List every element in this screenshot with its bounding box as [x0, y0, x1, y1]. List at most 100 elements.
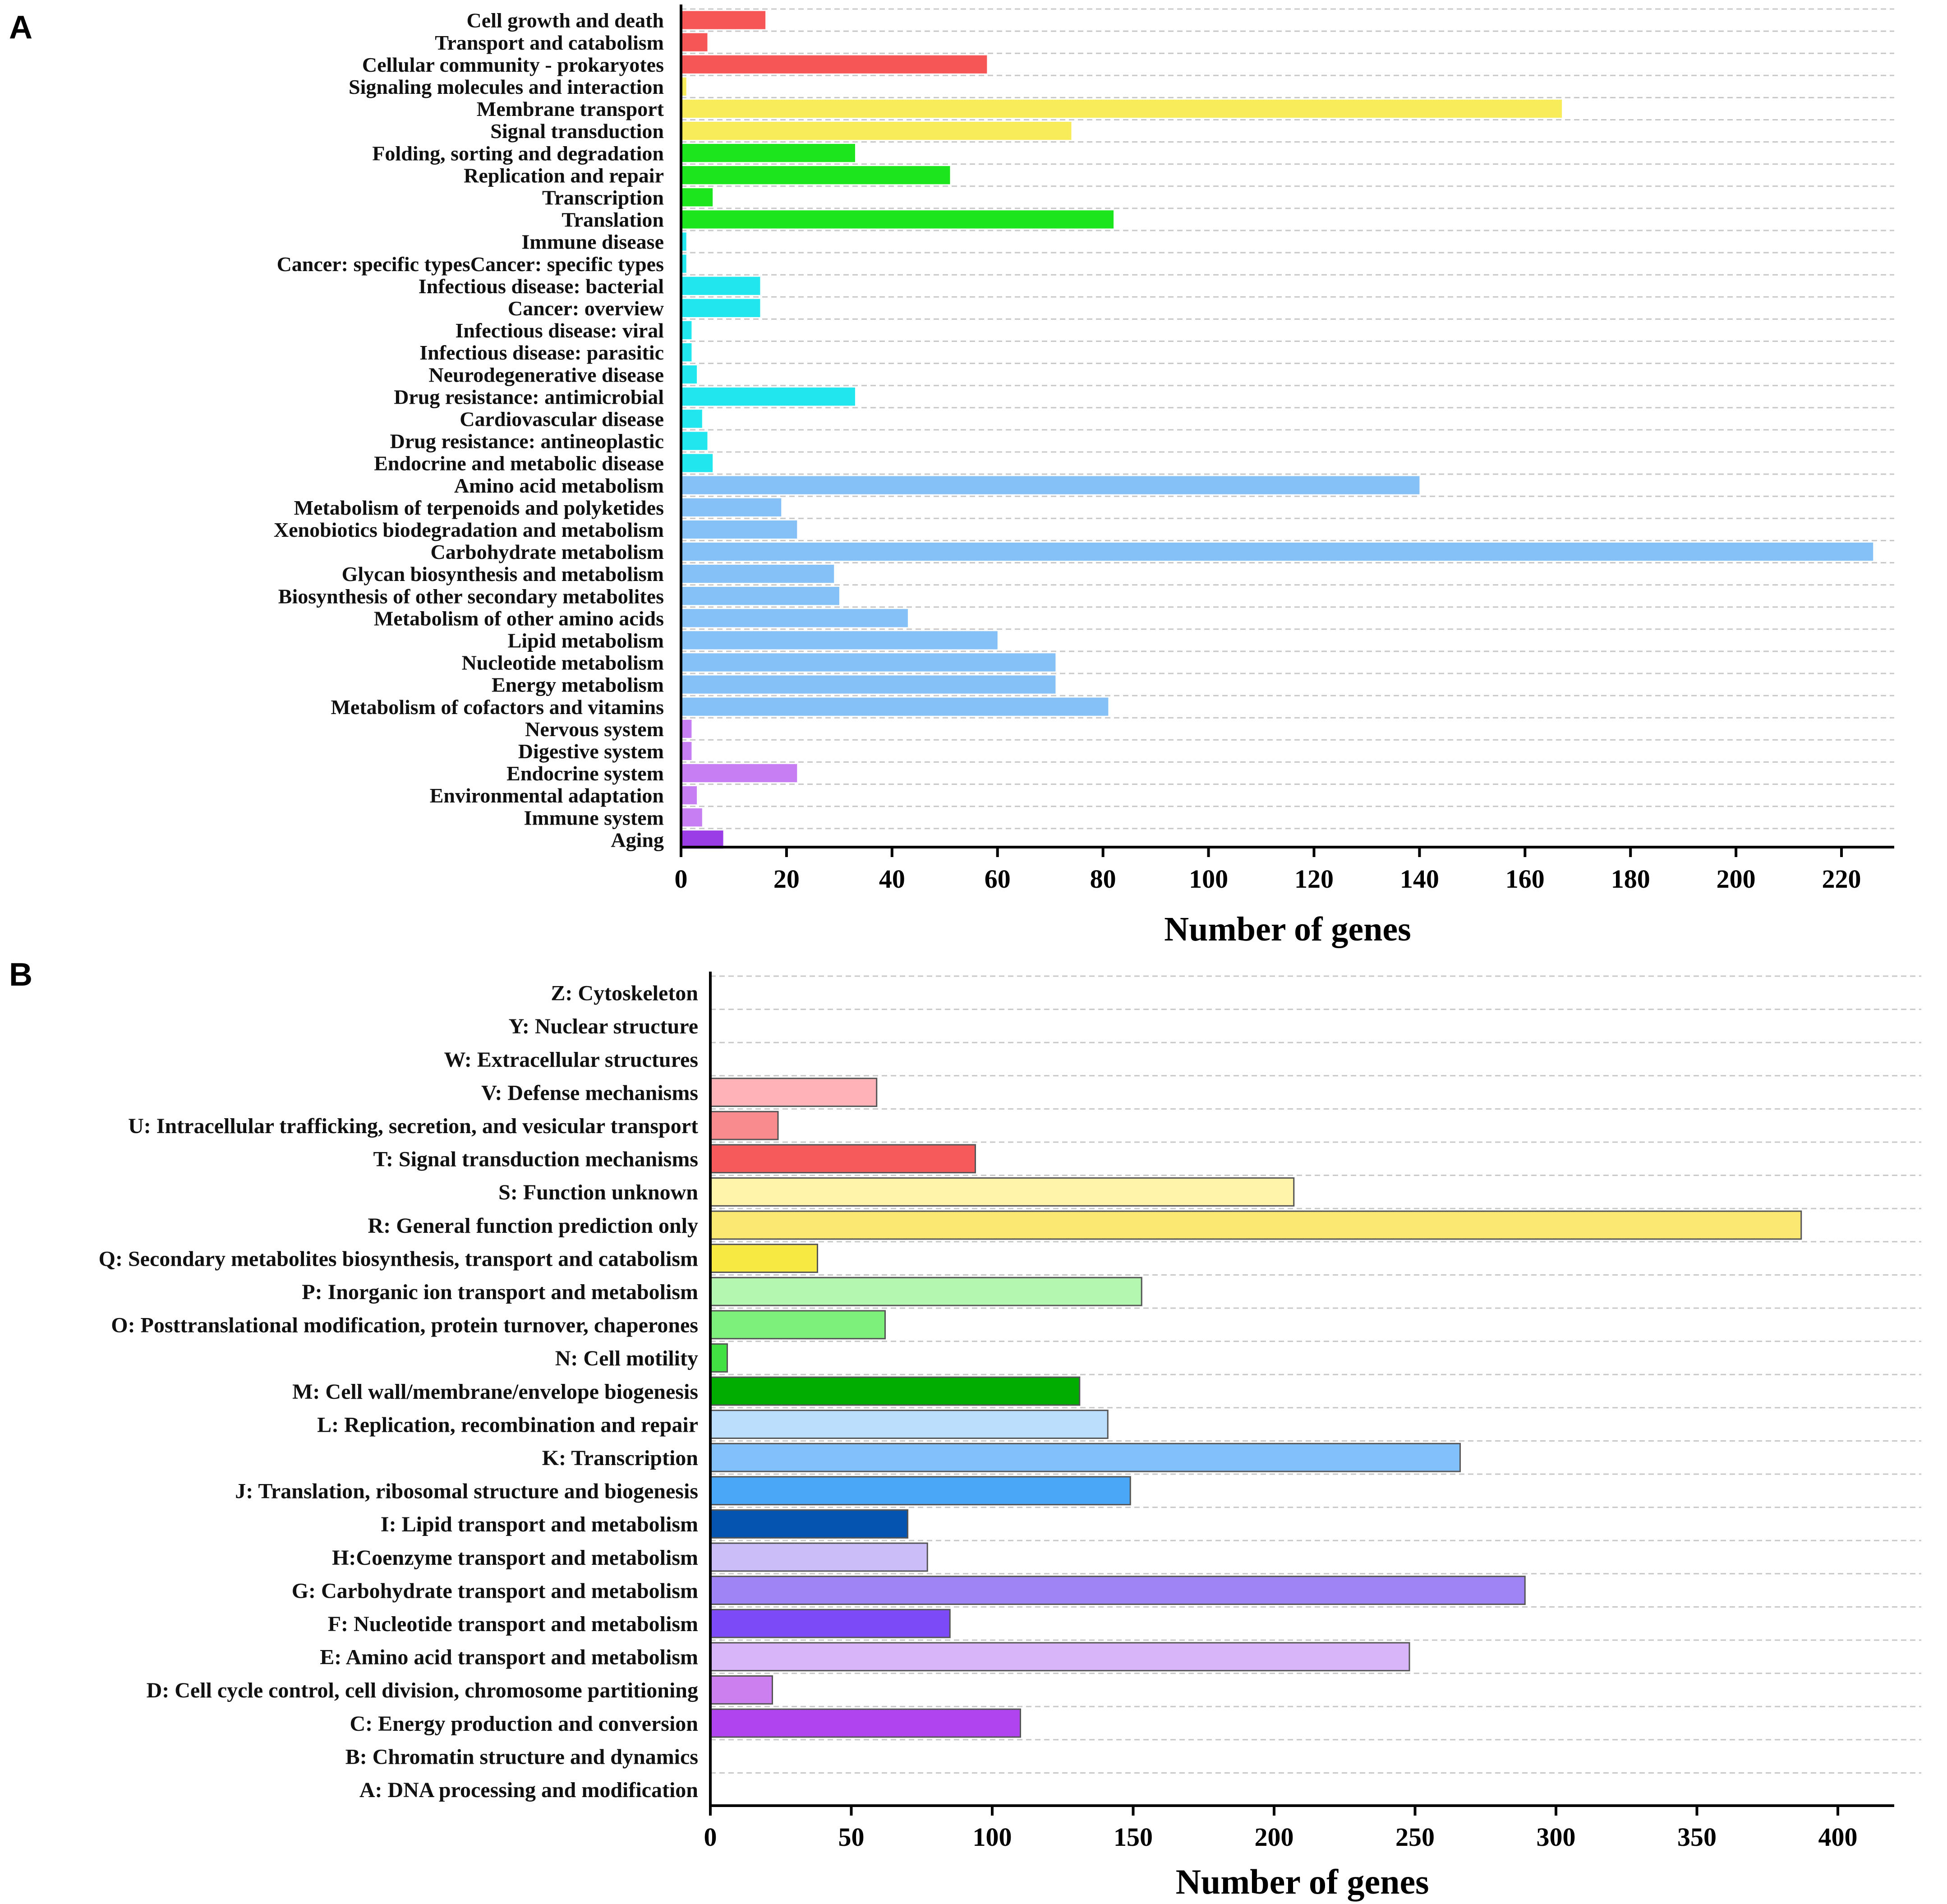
bar — [681, 675, 1056, 694]
category-label: Transport and catabolism — [435, 31, 664, 54]
category-label: Aging — [611, 828, 664, 851]
category-label: Digestive system — [518, 740, 664, 763]
category-label: Metabolism of cofactors and vitamins — [331, 696, 664, 719]
category-label: Energy metabolism — [492, 673, 664, 696]
bar — [681, 166, 950, 184]
x-tick-label: 250 — [1395, 1822, 1435, 1852]
bar — [681, 99, 1562, 118]
category-label: I: Lipid transport and metabolism — [381, 1512, 698, 1536]
category-label: Signaling molecules and interaction — [349, 75, 664, 98]
category-label: Q: Secondary metabolites biosynthesis, t… — [99, 1247, 698, 1271]
bar — [681, 121, 1072, 140]
bar — [681, 432, 708, 450]
category-label: Glycan biosynthesis and metabolism — [342, 562, 664, 585]
x-tick-label: 0 — [704, 1822, 717, 1852]
category-label: Biosynthesis of other secondary metaboli… — [278, 585, 664, 608]
category-label: Cardiovascular disease — [460, 407, 664, 430]
category-label: B: Chromatin structure and dynamics — [345, 1745, 698, 1769]
category-label: T: Signal transduction mechanisms — [373, 1148, 698, 1171]
bar — [681, 232, 686, 251]
category-label: Cellular community - prokaryotes — [362, 53, 664, 76]
bar — [681, 210, 1114, 229]
bar — [681, 188, 713, 207]
category-label: M: Cell wall/membrane/envelope biogenesi… — [292, 1380, 698, 1404]
bar — [681, 697, 1109, 716]
x-tick-label: 150 — [1114, 1822, 1153, 1852]
bar — [709, 1277, 1142, 1306]
category-label: Cancer: overview — [508, 297, 664, 320]
bar — [681, 609, 908, 627]
x-tick-label: 220 — [1822, 864, 1861, 894]
category-label: Nervous system — [525, 718, 664, 741]
x-tick-label: 20 — [773, 864, 800, 894]
category-label: Environmental adaptation — [430, 784, 664, 807]
category-label: E: Amino acid transport and metabolism — [320, 1646, 698, 1669]
bar — [681, 410, 702, 428]
category-label: Neurodegenerative disease — [428, 363, 664, 386]
bar — [709, 1078, 878, 1107]
bar — [681, 498, 782, 516]
bar — [681, 365, 697, 384]
category-label: Y: Nuclear structure — [509, 1014, 698, 1038]
x-tick-label: 180 — [1611, 864, 1650, 894]
x-tick-label: 60 — [985, 864, 1011, 894]
bar — [709, 1642, 1410, 1672]
bar — [709, 1410, 1109, 1439]
bar — [709, 1443, 1461, 1472]
x-tick-label: 200 — [1717, 864, 1756, 894]
bar — [681, 808, 702, 827]
category-label: Metabolism of terpenoids and polyketides — [294, 496, 664, 519]
category-label: O: Posttranslational modification, prote… — [111, 1314, 698, 1337]
x-axis-title: Number of genes — [1176, 1862, 1429, 1901]
x-tick-label: 350 — [1677, 1822, 1717, 1852]
x-axis-title: Number of genes — [1164, 910, 1411, 948]
bar — [681, 254, 686, 273]
category-label: Signal transduction — [490, 120, 664, 143]
category-label: Amino acid metabolism — [454, 474, 664, 497]
category-label: Endocrine and metabolic disease — [374, 452, 664, 475]
category-label: Translation — [562, 208, 664, 231]
category-label: D: Cell cycle control, cell division, ch… — [147, 1678, 698, 1702]
category-label: P: Inorganic ion transport and metabolis… — [302, 1280, 698, 1304]
bar — [709, 1476, 1131, 1506]
x-tick-label: 120 — [1294, 864, 1334, 894]
category-label: Infectious disease: bacterial — [419, 275, 664, 298]
bar — [709, 1310, 886, 1340]
bar — [709, 1210, 1802, 1240]
bar — [681, 476, 1420, 494]
category-label: Carbohydrate metabolism — [431, 540, 664, 563]
x-tick-label: 140 — [1400, 864, 1439, 894]
category-label: H:Coenzyme transport and metabolism — [332, 1546, 698, 1570]
x-tick-label: 50 — [838, 1822, 865, 1852]
bar — [681, 764, 797, 783]
x-tick-label: 300 — [1537, 1822, 1576, 1852]
bar — [709, 1144, 976, 1174]
bar — [709, 1177, 1295, 1207]
category-label: W: Extracellular structures — [444, 1048, 698, 1072]
category-label: F: Nucleotide transport and metabolism — [328, 1612, 698, 1636]
bar — [681, 786, 697, 805]
bar — [681, 144, 855, 162]
panel-b-chart: B Z: Cytoskeleton Y: Nuclear structure W: E… — [9, 957, 1921, 1901]
category-label: C: Energy production and conversion — [350, 1712, 698, 1736]
x-tick-label: 40 — [879, 864, 905, 894]
bar — [709, 1708, 1021, 1738]
bar — [681, 454, 713, 472]
category-label: Infectious disease: parasitic — [419, 341, 664, 364]
category-label: Transcription — [542, 186, 664, 209]
category-label: J: Translation, ribosomal structure and … — [235, 1480, 698, 1503]
category-label: Replication and repair — [464, 164, 664, 187]
x-tick-label: 0 — [675, 864, 688, 894]
panel-label: A — [9, 9, 32, 46]
category-label: A: DNA processing and modification — [359, 1778, 698, 1802]
category-label: Nucleotide metabolism — [462, 651, 664, 674]
bar — [681, 719, 692, 738]
bar — [681, 343, 692, 362]
bar — [709, 1376, 1081, 1406]
bar — [681, 387, 855, 406]
bar — [709, 1244, 818, 1273]
category-label: Lipid metabolism — [508, 629, 664, 652]
category-label: N: Cell motility — [555, 1346, 698, 1370]
bar — [681, 277, 760, 295]
